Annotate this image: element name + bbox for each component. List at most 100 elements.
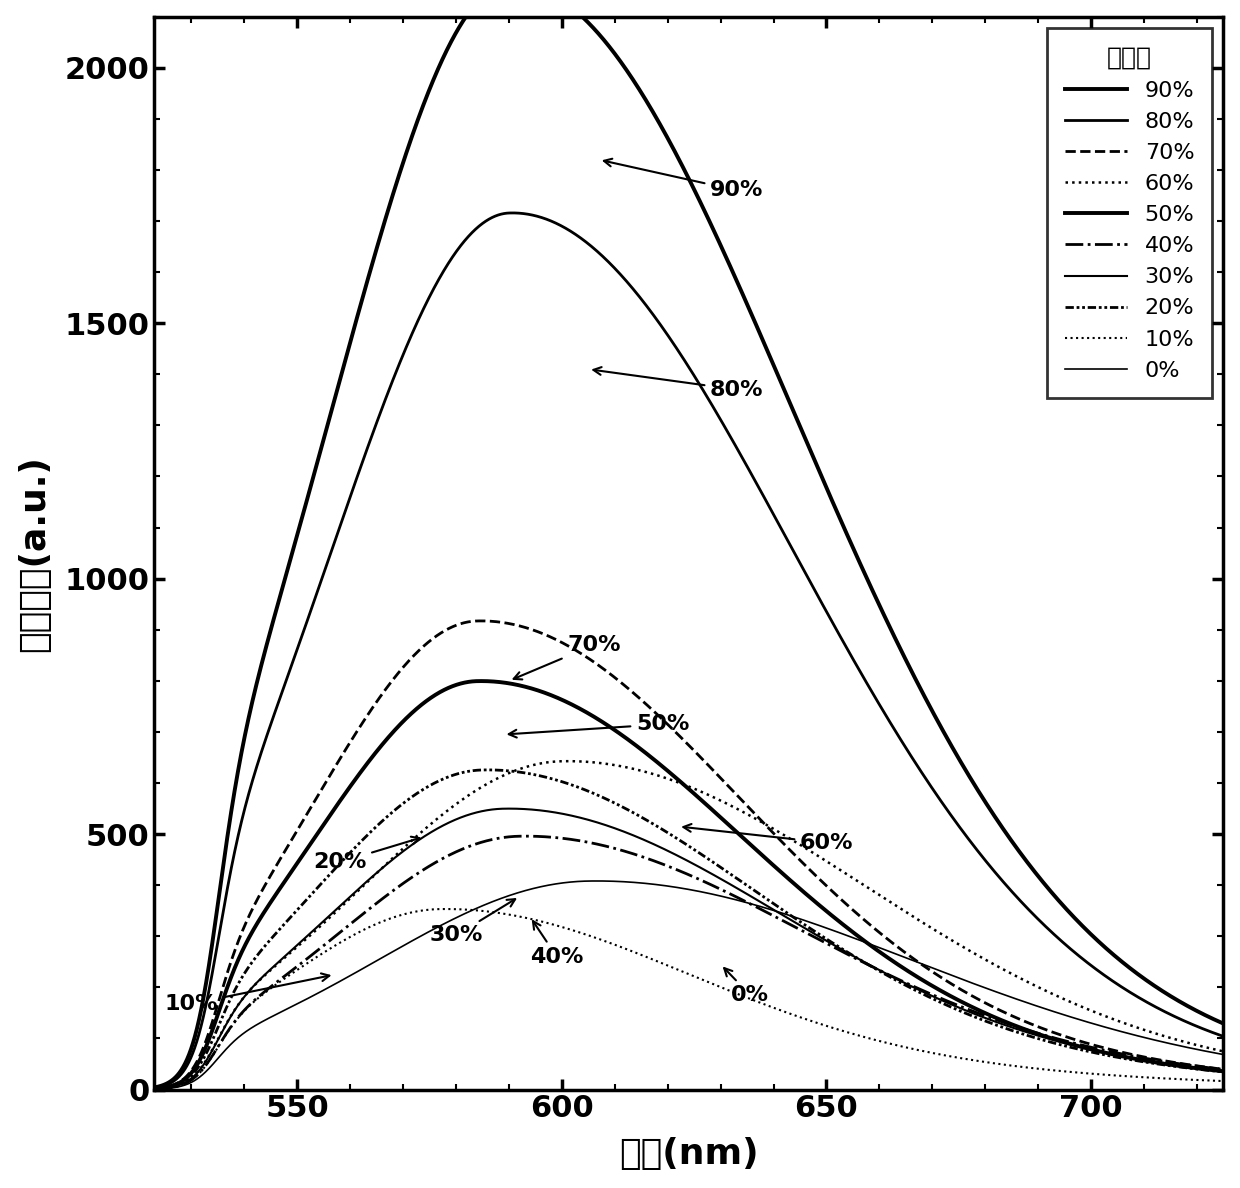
50% <box>556 693 570 707</box>
70% <box>1025 1018 1040 1032</box>
20% <box>945 1000 960 1015</box>
80% <box>789 548 804 562</box>
50% <box>474 674 489 688</box>
Line: 70%: 70% <box>155 621 1224 1088</box>
30% <box>1216 1063 1231 1078</box>
60% <box>1025 978 1040 992</box>
0% <box>148 1082 162 1097</box>
Line: 20%: 20% <box>155 770 1224 1089</box>
Line: 0%: 0% <box>155 881 1224 1089</box>
10% <box>842 1025 857 1040</box>
70% <box>556 636 570 650</box>
90% <box>842 533 857 548</box>
20% <box>842 947 857 961</box>
0% <box>1216 1048 1231 1062</box>
0% <box>842 929 857 943</box>
80% <box>1216 1029 1231 1043</box>
Text: 90%: 90% <box>604 159 764 201</box>
50% <box>148 1081 162 1095</box>
90% <box>945 740 960 754</box>
70% <box>474 614 489 628</box>
50% <box>789 878 804 892</box>
70% <box>945 978 960 992</box>
10% <box>789 1009 804 1023</box>
10% <box>341 930 356 944</box>
0% <box>589 874 604 889</box>
60% <box>789 835 804 849</box>
Text: 20%: 20% <box>314 836 419 872</box>
50% <box>1025 1025 1040 1040</box>
Line: 10%: 10% <box>155 909 1224 1089</box>
10% <box>1025 1061 1040 1075</box>
0% <box>1025 998 1040 1012</box>
80% <box>148 1081 162 1095</box>
40% <box>148 1082 162 1097</box>
30% <box>842 947 857 961</box>
10% <box>148 1082 162 1097</box>
Text: 60%: 60% <box>683 824 853 853</box>
20% <box>789 911 804 925</box>
30% <box>556 807 570 821</box>
90% <box>1025 862 1040 877</box>
70% <box>341 738 356 752</box>
40% <box>1025 1025 1040 1040</box>
60% <box>945 934 960 948</box>
40% <box>556 832 570 846</box>
40% <box>518 829 533 843</box>
40% <box>842 948 857 962</box>
20% <box>1216 1064 1231 1079</box>
70% <box>789 848 804 862</box>
20% <box>148 1082 162 1097</box>
10% <box>439 902 454 916</box>
X-axis label: 波长(nm): 波长(nm) <box>619 1137 759 1171</box>
0% <box>945 968 960 982</box>
Text: 80%: 80% <box>594 367 764 399</box>
50% <box>945 990 960 1004</box>
20% <box>1025 1030 1040 1044</box>
90% <box>789 410 804 424</box>
60% <box>842 868 857 883</box>
70% <box>148 1081 162 1095</box>
Legend: 90%, 80%, 70%, 60%, 50%, 40%, 30%, 20%, 10%, 0%: 90%, 80%, 70%, 60%, 50%, 40%, 30%, 20%, … <box>1047 27 1213 398</box>
0% <box>341 969 356 984</box>
30% <box>1025 1028 1040 1042</box>
0% <box>789 910 804 924</box>
90% <box>556 0 570 8</box>
Y-axis label: 荧光强度(a.u.): 荧光强度(a.u.) <box>16 455 51 651</box>
90% <box>341 341 356 355</box>
Text: 0%: 0% <box>724 968 769 1005</box>
20% <box>341 847 356 861</box>
Text: 50%: 50% <box>508 714 689 738</box>
80% <box>505 206 520 220</box>
30% <box>341 891 356 905</box>
60% <box>341 892 356 906</box>
10% <box>1216 1074 1231 1088</box>
80% <box>1025 908 1040 922</box>
Line: 90%: 90% <box>155 0 1224 1087</box>
Text: 70%: 70% <box>513 636 621 680</box>
20% <box>480 763 495 777</box>
0% <box>556 876 570 890</box>
60% <box>148 1082 162 1097</box>
Line: 60%: 60% <box>155 762 1224 1089</box>
50% <box>341 782 356 796</box>
10% <box>945 1049 960 1063</box>
50% <box>842 923 857 937</box>
90% <box>1216 1017 1231 1031</box>
60% <box>560 754 575 769</box>
Line: 80%: 80% <box>155 213 1224 1088</box>
50% <box>1216 1064 1231 1079</box>
60% <box>1216 1044 1231 1059</box>
80% <box>945 810 960 824</box>
Text: 10%: 10% <box>165 973 330 1013</box>
90% <box>148 1080 162 1094</box>
Text: 40%: 40% <box>531 921 584 967</box>
70% <box>1216 1062 1231 1076</box>
20% <box>556 775 570 789</box>
40% <box>341 918 356 933</box>
40% <box>945 996 960 1010</box>
80% <box>556 220 570 234</box>
70% <box>842 901 857 915</box>
Line: 40%: 40% <box>155 836 1224 1089</box>
80% <box>842 646 857 661</box>
